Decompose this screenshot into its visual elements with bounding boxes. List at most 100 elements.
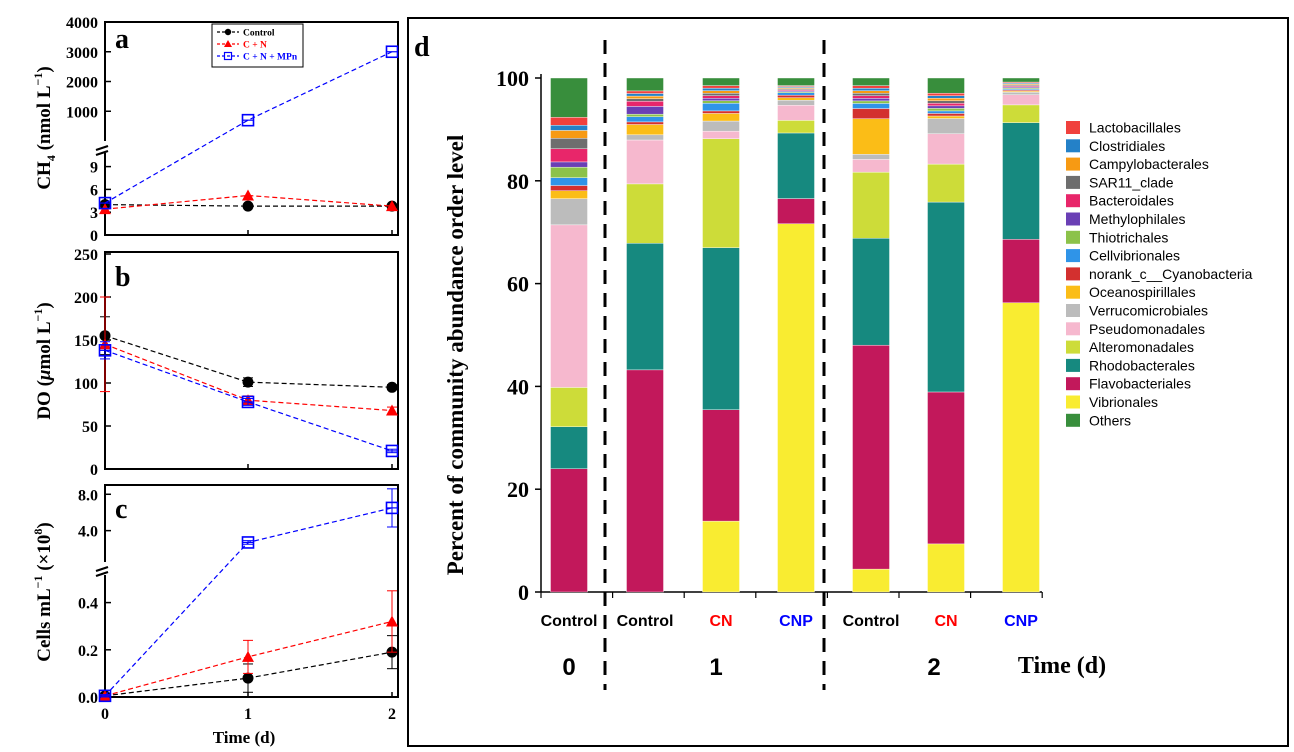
- panel-a-y-label: CH4 (nmol L−1): [31, 66, 58, 189]
- panel-d-category-label: CN: [934, 613, 957, 630]
- panel-c-y-ticks: 0.0 0.2 0.4 4.0 8.0: [78, 487, 111, 707]
- bar-segment: [927, 77, 965, 94]
- panel-d-y-label: Percent of community abundance order lev…: [443, 135, 468, 576]
- panel-a-line: [104, 51, 393, 204]
- bar-segment: [852, 568, 890, 593]
- legend-swatch: [1066, 413, 1080, 427]
- bar-segment: [927, 391, 965, 545]
- bar-segment: [626, 243, 664, 371]
- bar-segment: [927, 92, 965, 96]
- panel-b-plot: [98, 296, 399, 458]
- bar-segment: [927, 113, 965, 117]
- bar-segment: [777, 94, 815, 98]
- legend-swatch: [1066, 175, 1080, 189]
- panel-b-frame: [104, 251, 399, 470]
- panel-d-y-tick-label: 60: [507, 272, 529, 297]
- bar-segment: [852, 100, 890, 104]
- bar-segment: [852, 98, 890, 102]
- panel-d-y-tick-label: 100: [496, 66, 529, 91]
- bar-segment: [550, 130, 588, 139]
- bar-segment: [626, 121, 664, 125]
- bar-segment: [777, 97, 815, 101]
- panel-b-y-tick-label: 100: [74, 376, 98, 393]
- legend-label: Alteromonadales: [1089, 339, 1194, 355]
- panel-c-y-tick-label: 0.2: [78, 643, 98, 660]
- bar-segment: [702, 247, 740, 410]
- legend-label: Lactobacillales: [1089, 120, 1181, 136]
- bar-segment: [1002, 94, 1040, 106]
- legend-label: Campylobacterales: [1089, 156, 1209, 172]
- legend-label: Pseudomonadales: [1089, 321, 1205, 337]
- panel-c-x-tick-label: 0: [101, 706, 109, 723]
- panel-d-time-label: 2: [927, 654, 940, 681]
- legend-label: Cellvibrionales: [1089, 248, 1180, 264]
- legend-label: norank_c__Cyanobacteria: [1089, 266, 1253, 282]
- panel-b: b 0 50 100 150 200 250 DO (μmol L−1): [31, 247, 399, 479]
- bar-segment: [550, 138, 588, 150]
- panel-b-point: [386, 404, 398, 416]
- bar-segment: [852, 238, 890, 346]
- bar-segment: [550, 198, 588, 226]
- panel-c-x-tick-label: 1: [244, 706, 252, 723]
- panel-c-y-tick-label: 0.4: [78, 596, 98, 613]
- bar-segment: [927, 201, 965, 393]
- legend-label: Bacteroidales: [1089, 193, 1174, 209]
- bar-segment: [852, 344, 890, 570]
- panel-c-letter: c: [115, 494, 127, 525]
- legend-swatch: [1066, 340, 1080, 354]
- panel-a-y-label-text: CH4 (nmol L−1): [31, 66, 58, 189]
- bar-segment: [626, 93, 664, 97]
- bar-segment: [1002, 77, 1040, 83]
- panel-a-legend-entries: Control C + N C + N + MPn: [217, 29, 298, 63]
- legend-swatch: [1066, 395, 1080, 409]
- bar-segment: [852, 85, 890, 89]
- bar-segment: [626, 183, 664, 244]
- panel-c-y-tick-label: 4.0: [78, 524, 98, 541]
- bar-segment: [927, 133, 965, 165]
- bar-segment: [626, 124, 664, 136]
- panel-d-frame: [407, 17, 1289, 747]
- panel-a-legend: Control C + N C + N + MPn: [211, 23, 304, 68]
- legend-marker: [224, 28, 232, 36]
- legend-swatch: [1066, 304, 1080, 317]
- panel-a-point: [386, 200, 398, 212]
- panel-a-axis-break-mark: [95, 149, 109, 157]
- panel-d-time-label: 0: [562, 654, 575, 681]
- legend-swatch: [1066, 194, 1080, 208]
- legend-swatch: [1066, 249, 1080, 263]
- legend-label: Thiotrichales: [1089, 229, 1168, 245]
- legend-swatch: [1066, 212, 1080, 226]
- bar-segment: [852, 87, 890, 91]
- bar-segment: [852, 118, 890, 155]
- panel-c-point: [242, 650, 254, 662]
- panel-a-y-tick-label: 9: [90, 160, 98, 177]
- bar-segment: [626, 139, 664, 185]
- bar-segment: [550, 387, 588, 427]
- legend-label: Rhodobacterales: [1089, 357, 1195, 373]
- panel-d-category-label: CN: [709, 613, 732, 630]
- legend-label: Verrucomicrobiales: [1089, 303, 1208, 319]
- legend-swatch: [1066, 267, 1080, 281]
- panel-d-category-label: Control: [843, 613, 900, 630]
- bar-segment: [702, 120, 740, 132]
- legend-label: SAR11_clade: [1089, 174, 1174, 190]
- panel-c-plot: [98, 488, 399, 703]
- bar-segment: [927, 108, 965, 112]
- bar-segment: [702, 90, 740, 94]
- panel-a-plot: [98, 45, 399, 215]
- bar-segment: [702, 130, 740, 139]
- panel-b-y-tick-label: 0: [90, 462, 98, 479]
- bar-segment: [777, 77, 815, 86]
- panel-d-x-label: Time (d): [1018, 653, 1106, 679]
- bar-segment: [550, 177, 588, 186]
- panel-c-frame: [104, 484, 399, 698]
- panel-d-letter: d: [414, 32, 430, 63]
- panel-a-y-tick-label: 3000: [66, 45, 98, 62]
- bar-segment: [777, 223, 815, 593]
- panel-b-point: [242, 376, 254, 388]
- panel-b-y-ticks: 0 50 100 150 200 250: [74, 247, 393, 479]
- panel-d-category-label: Control: [617, 613, 674, 630]
- bar-segment: [626, 77, 664, 92]
- bar-segment: [550, 117, 588, 126]
- bar-segment: [702, 138, 740, 248]
